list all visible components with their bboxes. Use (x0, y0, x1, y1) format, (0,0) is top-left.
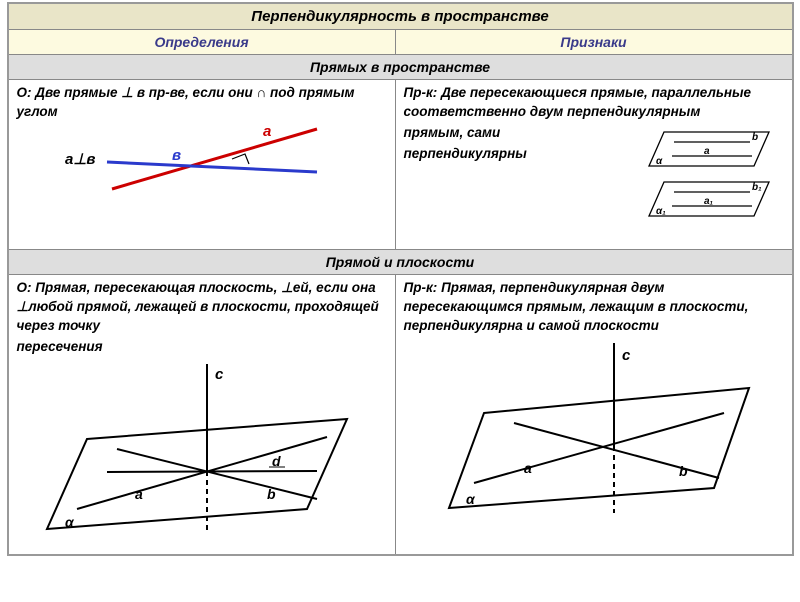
def-lines-text: Две прямые ⊥ в пр-ве, если они ∩ под пря… (17, 85, 355, 119)
lbl-alpha-top: α (656, 156, 663, 167)
lbl-b-2: b (679, 463, 688, 479)
label-v-blue: в (172, 147, 181, 164)
diagram-plane-perp-2: c a b α (404, 338, 784, 513)
def-lineplane-cell: О: Прямая, пересекающая плоскость, ⊥ей, … (8, 275, 396, 555)
perpendicularity-table: Перпендикулярность в пространстве Опреде… (7, 2, 794, 556)
lbl-alpha-2: α (466, 491, 476, 507)
notation-perp: а⊥в (65, 151, 95, 168)
diagram-plane-perp-1: c a b d α (17, 359, 387, 534)
lbl-b1-bot: b₁ (752, 182, 762, 193)
lbl-a-2: a (524, 460, 532, 476)
lbl-a1-bot: a₁ (704, 196, 714, 207)
diagram-crossing-lines: а в а⊥в (17, 124, 377, 209)
def-prefix-2: О: (17, 280, 32, 295)
col-signs: Признаки (395, 30, 793, 55)
col-definitions: Определения (8, 30, 396, 55)
lbl-a-1: a (135, 486, 143, 502)
sign-lineplane-text: Прямая, перпендикулярная двум пересекающ… (404, 280, 749, 333)
row-lineplane: О: Прямая, пересекающая плоскость, ⊥ей, … (8, 275, 793, 555)
def-lineplane-text-2: пересечения (17, 338, 387, 357)
sign-lines-text-2: перпендикулярным (567, 104, 700, 119)
sign-lines-cell: Пр-к: Две пересекающиеся прямые, паралле… (395, 80, 793, 250)
lbl-alpha-1: α (65, 514, 75, 530)
label-a-red: а (263, 124, 271, 140)
lbl-alpha1-bot: α₁ (656, 206, 666, 217)
sign-lineplane-cell: Пр-к: Прямая, перпендикулярная двум пере… (395, 275, 793, 555)
def-lines-cell: О: Две прямые ⊥ в пр-ве, если они ∩ под … (8, 80, 396, 250)
lbl-c-1: c (215, 366, 224, 383)
row-lines: О: Две прямые ⊥ в пр-ве, если они ∩ под … (8, 80, 793, 250)
sign-prefix-2: Пр-к: (404, 280, 438, 295)
subheader-lineplane: Прямой и плоскости (8, 250, 793, 275)
sign-lines-text-3: прямым, сами (404, 124, 634, 143)
lbl-c-2: c (622, 347, 631, 364)
def-prefix: О: (17, 85, 32, 100)
lbl-b-1: b (267, 486, 276, 502)
sign-prefix: Пр-к: (404, 85, 438, 100)
subheader-lines: Прямых в пространстве (8, 55, 793, 80)
def-lineplane-text-1: Прямая, пересекающая плоскость, ⊥ей, есл… (17, 280, 379, 333)
main-title: Перпендикулярность в пространстве (8, 3, 793, 30)
lbl-a-top: a (704, 146, 710, 157)
lbl-b-top: b (752, 132, 758, 143)
diagram-parallel-planes: a b α a₁ b₁ α₁ (634, 124, 784, 224)
sign-lines-text-4: перпендикулярны (404, 145, 634, 164)
